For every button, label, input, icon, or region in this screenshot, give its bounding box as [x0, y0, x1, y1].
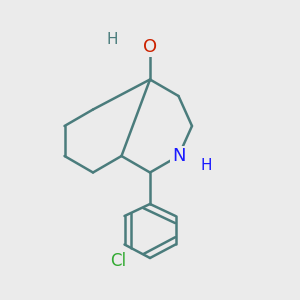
- Text: Cl: Cl: [110, 252, 127, 270]
- Text: H: H: [201, 158, 212, 172]
- Text: H: H: [107, 32, 118, 46]
- Text: O: O: [143, 38, 157, 56]
- Text: N: N: [172, 147, 185, 165]
